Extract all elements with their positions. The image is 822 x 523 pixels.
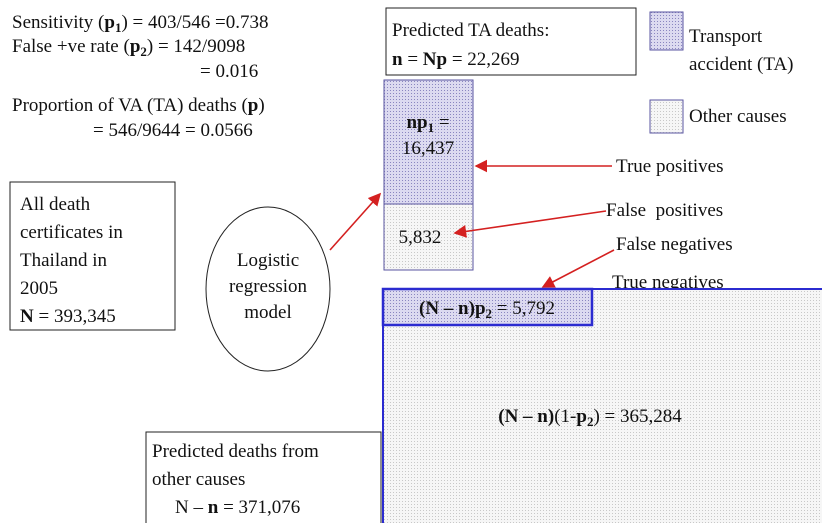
- population-total: N = 393,345: [20, 306, 116, 327]
- outcome-label: False positives: [606, 200, 723, 221]
- predicted-ta-formula: n = Np = 22,269: [392, 49, 520, 70]
- true-negative-block: [382, 288, 822, 523]
- population-line: Thailand in: [20, 250, 108, 271]
- legend-label: accident (TA): [689, 54, 794, 75]
- other-causes-line: other causes: [152, 469, 245, 490]
- legend-swatch-other: [649, 99, 684, 134]
- population-line: certificates in: [20, 222, 123, 243]
- arrow: [541, 249, 615, 288]
- true-positive-formula: np1 =: [406, 112, 449, 135]
- stats: Sensitivity (p1) = 403/546 =0.738 False …: [12, 12, 269, 141]
- outcome-label: True negatives: [612, 272, 724, 293]
- false-positive-value: 5,832: [399, 227, 442, 248]
- legend-label: Transport: [689, 26, 763, 47]
- false-negative-box: [381, 287, 594, 327]
- outcome-label: True positives: [616, 156, 724, 177]
- proportion: Proportion of VA (TA) deaths (p): [12, 95, 265, 116]
- other-causes-line: Predicted deaths from: [152, 441, 319, 462]
- legend-label: Other causes: [689, 106, 787, 127]
- arrow: [453, 210, 607, 238]
- model-label: Logistic: [237, 250, 299, 271]
- population-line: All death: [20, 194, 91, 215]
- model-ellipse: [205, 206, 331, 372]
- true-positive-block: [383, 79, 474, 205]
- population-box: [9, 181, 176, 331]
- predicted-ta-title: Predicted TA deaths:: [392, 20, 549, 41]
- model-arrow: [329, 192, 382, 251]
- outcome-label: False negatives: [616, 234, 733, 255]
- legend-swatch-ta: [649, 11, 684, 51]
- model-label: model: [244, 302, 292, 323]
- true-positive-value: 16,437: [402, 138, 454, 159]
- false-positive-value: = 0.016: [200, 61, 258, 82]
- proportion-value: = 546/9644 = 0.0566: [93, 120, 253, 141]
- population-line: 2005: [20, 278, 58, 299]
- true-negative-formula: (N – n)(1-p2) = 365,284: [498, 406, 682, 429]
- other-causes-formula: N – n = 371,076: [175, 497, 300, 518]
- other-causes-box: [145, 431, 382, 523]
- model-label: regression: [229, 276, 308, 297]
- predicted-ta-box: [385, 7, 637, 76]
- sensitivity: Sensitivity (p1) = 403/546 =0.738: [12, 12, 269, 35]
- false-negative-formula: (N – n)p2 = 5,792: [419, 298, 555, 321]
- false-positive-rate: False +ve rate (p2) = 142/9098: [12, 36, 245, 59]
